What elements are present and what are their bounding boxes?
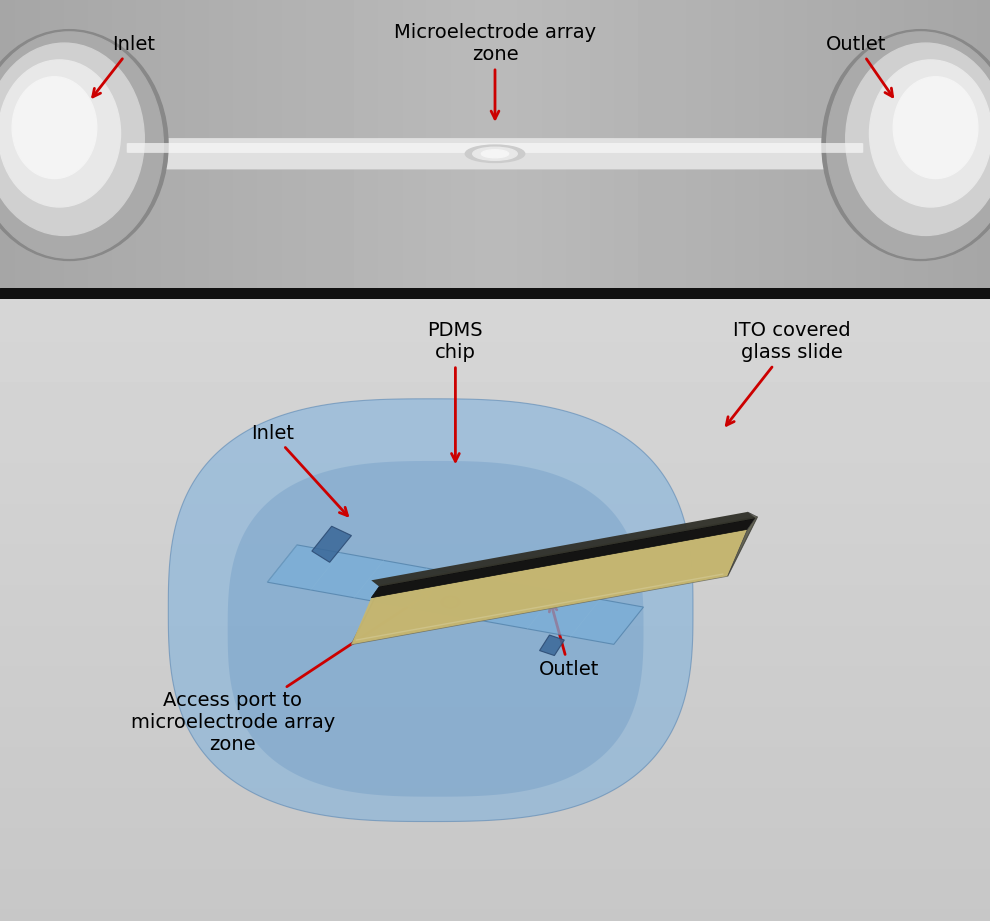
Text: ITO covered
glass slide: ITO covered glass slide xyxy=(727,321,850,426)
Polygon shape xyxy=(728,512,757,576)
Polygon shape xyxy=(312,526,351,563)
Text: PDMS
chip: PDMS chip xyxy=(428,321,483,461)
Ellipse shape xyxy=(845,43,990,236)
Polygon shape xyxy=(228,461,644,797)
Text: Microelectrode array
zone: Microelectrode array zone xyxy=(394,23,596,119)
Polygon shape xyxy=(267,545,644,645)
Polygon shape xyxy=(371,512,755,587)
Polygon shape xyxy=(168,399,693,822)
Circle shape xyxy=(473,147,517,160)
Ellipse shape xyxy=(0,29,168,261)
FancyBboxPatch shape xyxy=(115,138,875,169)
Polygon shape xyxy=(351,517,757,645)
Ellipse shape xyxy=(893,76,978,179)
Circle shape xyxy=(481,150,509,157)
Ellipse shape xyxy=(0,60,121,207)
Circle shape xyxy=(445,599,456,606)
Text: Inlet: Inlet xyxy=(250,424,347,516)
Ellipse shape xyxy=(0,43,145,236)
Ellipse shape xyxy=(0,32,163,258)
Polygon shape xyxy=(371,519,755,598)
Ellipse shape xyxy=(827,32,990,258)
Text: Outlet: Outlet xyxy=(827,35,893,97)
FancyBboxPatch shape xyxy=(127,143,863,153)
Polygon shape xyxy=(351,530,747,645)
Text: Inlet: Inlet xyxy=(93,35,155,97)
Ellipse shape xyxy=(822,29,990,261)
Ellipse shape xyxy=(12,76,97,179)
Polygon shape xyxy=(540,635,564,656)
Circle shape xyxy=(441,596,460,608)
Circle shape xyxy=(465,145,525,162)
Text: Access port to
microelectrode array
zone: Access port to microelectrode array zone xyxy=(131,591,431,754)
Text: Outlet: Outlet xyxy=(540,603,599,679)
Ellipse shape xyxy=(869,60,990,207)
